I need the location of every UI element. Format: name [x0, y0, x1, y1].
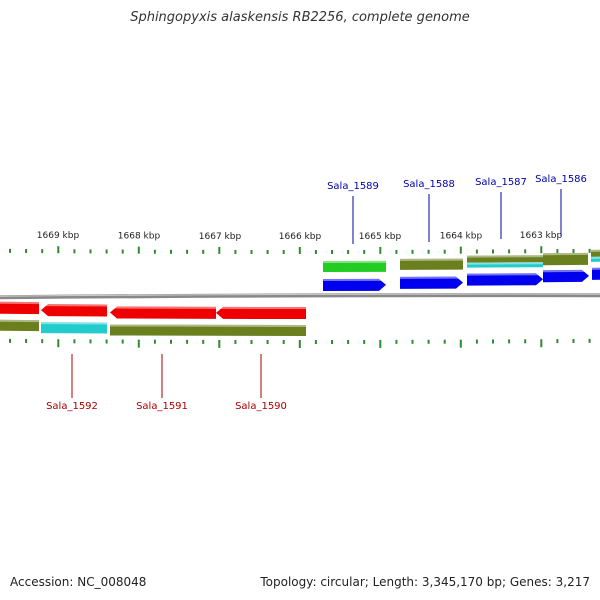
forward-gene-label: Sala_1589 [327, 181, 379, 192]
reverse-gene-label: Sala_1592 [46, 401, 98, 412]
genome-summary: Topology: circular; Length: 3,345,170 bp… [260, 575, 590, 589]
misc-feature-edge [591, 256, 600, 262]
scale-label: 1666 kbp [279, 232, 322, 242]
gene-feature-edge-reverse [0, 319, 39, 332]
accession-label: Accession: NC_008048 [10, 575, 147, 589]
misc-feature-sala-1587 [467, 262, 543, 268]
feature-labels: 1669 kbp 1668 kbp 1667 kbp 1666 kbp 1665 kbp… [37, 174, 587, 412]
genes-label: Genes: 3,217 [509, 575, 590, 589]
scale-label: 1665 kbp [359, 232, 402, 242]
scale-label: 1663 kbp [520, 231, 563, 241]
rna-feature-sala-1589 [323, 260, 386, 272]
gene-feature-sala-1588 [400, 258, 463, 270]
forward-gene-label: Sala_1587 [475, 177, 527, 188]
forward-gene-label: Sala_1586 [535, 174, 587, 185]
cds-forward-sala-1589 [323, 278, 386, 291]
cds-forward-sala-1587 [467, 273, 543, 286]
genome-backbone [0, 293, 600, 300]
topology-label: Topology: circular [260, 575, 365, 589]
length-label: Length: 3,345,170 bp [372, 575, 502, 589]
reverse-gene-label: Sala_1591 [136, 401, 188, 412]
gene-feature-sala-1586 [543, 252, 588, 266]
gene-feature-edge [591, 249, 600, 257]
gene-feature-sala-1587 [467, 255, 543, 263]
scale-label: 1667 kbp [199, 232, 242, 242]
cds-reverse-edge [0, 301, 39, 315]
cds-reverse-sala-1592 [41, 304, 107, 317]
forward-gene-label: Sala_1588 [403, 179, 455, 190]
feature-tracks [0, 249, 600, 336]
cds-reverse-sala-1590 [216, 306, 306, 319]
cds-reverse-sala-1591 [110, 306, 216, 319]
map-title: Sphingopyxis alaskensis RB2256, complete… [130, 10, 470, 25]
scale-label: 1668 kbp [118, 232, 161, 242]
cds-forward-edge [592, 267, 600, 280]
tick-marks [9, 246, 591, 348]
misc-feature-sala-1592 [41, 322, 107, 334]
cds-forward-sala-1586 [543, 269, 589, 283]
cds-forward-sala-1588 [400, 276, 463, 289]
reverse-gene-label: Sala_1590 [235, 401, 287, 412]
scale-label: 1669 kbp [37, 231, 80, 241]
gene-feature-sala-1591-1590 [110, 324, 306, 336]
genome-backbone-highlight [0, 293, 600, 297]
scale-label: 1664 kbp [440, 232, 483, 242]
